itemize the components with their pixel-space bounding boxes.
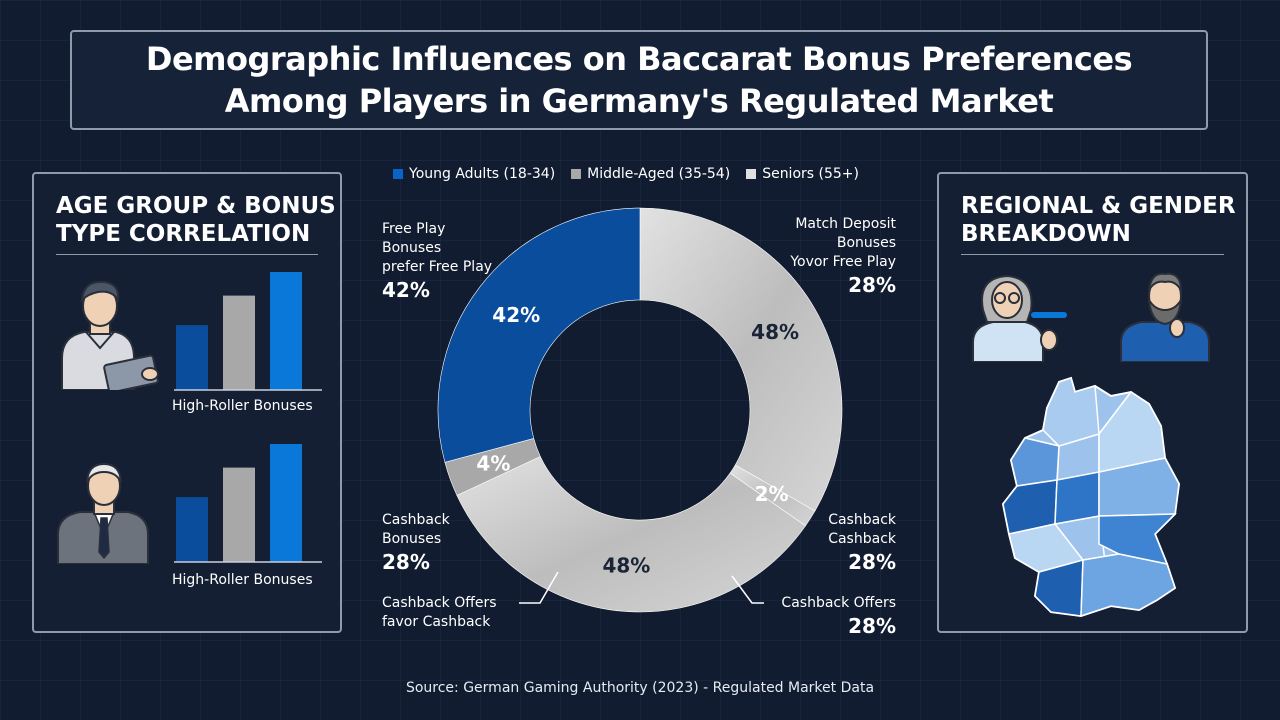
bar-chart-senior-bar-1 [223,467,255,562]
label-match-deposit-pct: 28% [848,273,896,297]
label-cashback-bonuses-pct: 28% [382,550,430,574]
label-match-deposit-line-1: Match Deposit [795,216,896,232]
label-cashback-right-line-2: Cashback [828,531,896,547]
label-cashback-offers-left: Cashback Offers favor Cashback [382,594,497,632]
woman-glasses-icon [972,274,1067,362]
senior-man-suit-icon [57,462,149,564]
legend-label-young: Young Adults (18-34) [409,166,556,182]
label-free-play-pct: 42% [382,278,430,302]
bar-caption-senior: High-Roller Bonuses [172,572,313,588]
label-cashback-bonuses: Cashback Bonuses 28% [382,511,450,575]
bar-chart-senior-bar-0 [176,497,208,562]
label-free-play-line-1: Free Play [382,221,446,237]
germany-map-icon [1001,376,1181,618]
page-title-line-2: Among Players in Germany's Regulated Mar… [224,82,1054,120]
label-cashback-bonuses-line-2: Bonuses [382,531,442,547]
donut-labels: 48% 2% 48% 4% 42% [476,303,799,577]
donut-segment-4 [437,207,641,463]
legend-item-senior: Seniors (55+) [746,166,859,182]
bar-chart-young-bar-0 [176,325,208,390]
donut-segment-2 [456,456,806,613]
label-free-play-line-2: Bonuses [382,240,442,256]
bar-chart-senior-bar-2 [270,444,302,562]
bar-chart-senior [174,444,322,563]
label-cashback-right-pct: 28% [848,550,896,574]
donut-label-3: 4% [476,451,510,475]
leader-line-right [731,575,764,604]
legend-item-young: Young Adults (18-34) [393,166,555,182]
donut-label-4: 42% [492,303,540,327]
bearded-man-icon [1120,272,1210,362]
regional-panel-title-line-2: BREAKDOWN [961,221,1131,247]
legend-swatch-young [393,169,403,179]
regional-panel-divider [961,254,1224,255]
age-panel-title-line-1: AGE GROUP & BONUS [56,193,336,219]
label-cashback-right: Cashback Cashback 28% [828,511,896,575]
age-panel-title-line-2: TYPE CORRELATION [56,221,311,247]
title-box: Demographic Influences on Baccarat Bonus… [70,30,1208,130]
age-group-panel-title: AGE GROUP & BONUS TYPE CORRELATION [56,192,336,248]
bar-caption-young: High-Roller Bonuses [172,398,313,414]
donut-segment-0 [639,207,843,512]
donut-label-2: 48% [602,553,650,577]
label-cashback-offers-right-pct: 28% [848,614,896,638]
bar-chart-young [174,272,322,391]
donut-segments [437,207,843,613]
label-cashback-offers-left-line-1: Cashback Offers [382,595,497,611]
page-title-line-1: Demographic Influences on Baccarat Bonus… [145,40,1133,78]
young-man-tablet-icon [61,280,159,390]
regional-panel-title: REGIONAL & GENDER BREAKDOWN [961,192,1236,248]
label-cashback-right-line-1: Cashback [828,512,896,528]
age-panel-divider [56,254,318,255]
label-cashback-offers-right-line-1: Cashback Offers [781,595,896,611]
label-cashback-offers-left-line-2: favor Cashback [382,614,491,630]
legend-item-middle: Middle-Aged (35-54) [571,166,730,182]
regional-panel-title-line-1: REGIONAL & GENDER [961,193,1236,219]
bar-chart-young-bar-1 [223,295,255,390]
label-free-play-line-3: prefer Free Play [382,259,493,275]
label-match-deposit-line-2: Bonuses [836,235,896,251]
label-cashback-bonuses-line-1: Cashback [382,512,450,528]
label-cashback-offers-right: Cashback Offers 28% [781,594,896,639]
age-group-panel: AGE GROUP & BONUS TYPE CORRELATION High-… [32,172,342,633]
legend-label-middle: Middle-Aged (35-54) [587,166,731,182]
chart-legend: Young Adults (18-34) Middle-Aged (35-54)… [393,166,859,182]
donut-label-1: 2% [755,482,789,506]
donut-label-0: 48% [751,320,799,344]
legend-swatch-middle [571,169,582,179]
leader-line-left [519,571,559,604]
regional-gender-panel: REGIONAL & GENDER BREAKDOWN [937,172,1248,633]
label-match-deposit: Match Deposit Bonuses Yovor Free Play 28… [790,215,896,298]
bar-chart-young-bar-2 [270,272,302,390]
legend-label-senior: Seniors (55+) [762,166,859,182]
source-note: Source: German Gaming Authority (2023) -… [405,680,875,696]
label-match-deposit-line-3: Yovor Free Play [790,254,896,270]
label-free-play: Free Play Bonuses prefer Free Play 42% [382,220,492,303]
legend-swatch-senior [746,169,757,179]
